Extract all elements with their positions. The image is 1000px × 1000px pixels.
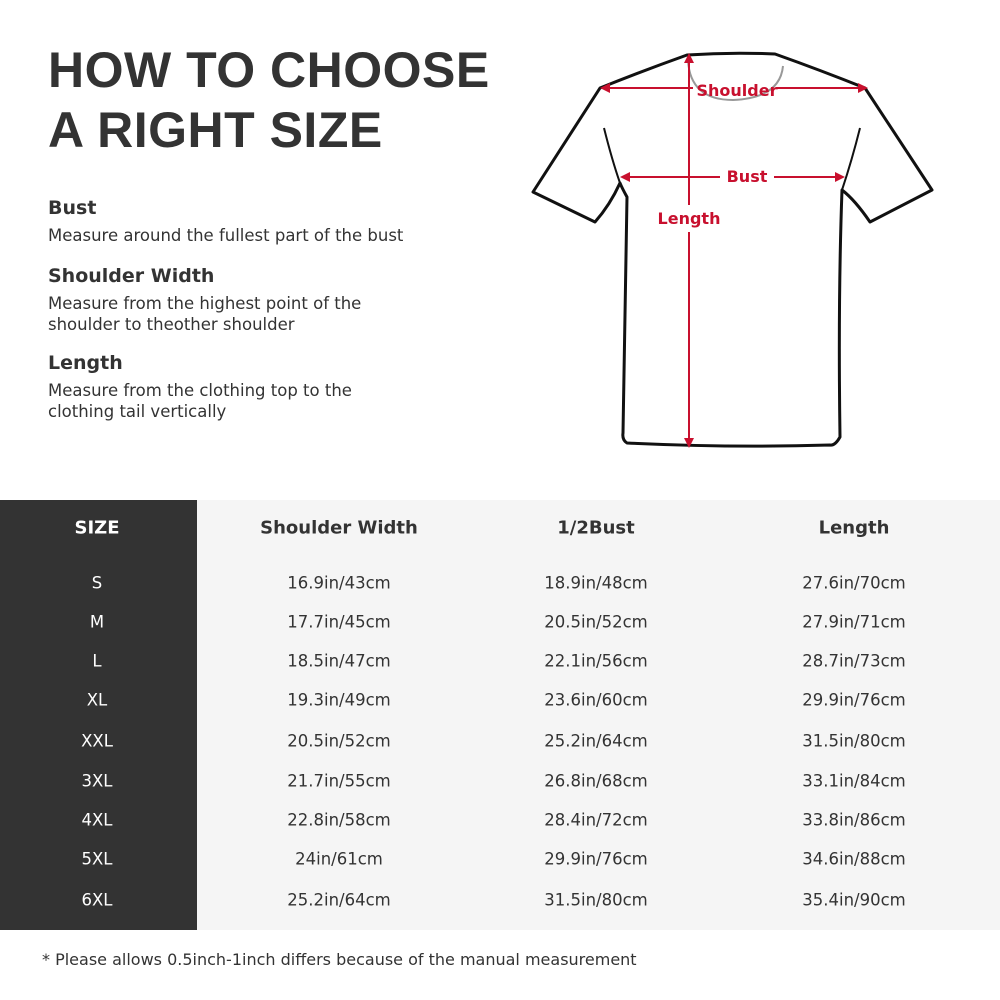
size-label: 3XL — [81, 771, 113, 791]
table-cell: 20.5in/52cm — [287, 731, 391, 751]
table-cell: 29.9in/76cm — [802, 690, 906, 710]
size-label: S — [91, 573, 103, 593]
table-cell: 25.2in/64cm — [287, 890, 391, 910]
table-cell: 27.9in/71cm — [802, 612, 906, 632]
table-cell: 31.5in/80cm — [802, 731, 906, 751]
table-cell: 22.1in/56cm — [544, 651, 648, 671]
table-cell: 23.6in/60cm — [544, 690, 648, 710]
table-cell: 33.8in/86cm — [802, 810, 906, 830]
table-header: SIZE — [74, 517, 120, 539]
table-header: Shoulder Width — [260, 517, 418, 539]
guide-term-bust: Bust — [48, 197, 97, 219]
footnote: * Please allows 0.5inch-1inch differs be… — [42, 950, 637, 969]
size-label: 4XL — [81, 810, 113, 830]
guide-desc-shoulder: Measure from the highest point of the sh… — [48, 294, 362, 334]
bust-label: Bust — [727, 167, 768, 186]
table-cell: 34.6in/88cm — [802, 849, 906, 869]
tshirt-collar — [687, 59, 784, 102]
size-label: L — [92, 651, 102, 671]
table-cell: 24in/61cm — [295, 849, 383, 869]
table-cell: 18.9in/48cm — [544, 573, 648, 593]
tshirt-outline — [531, 51, 934, 448]
table-cell: 18.5in/47cm — [287, 651, 391, 671]
tshirt-diagram: Shoulder Bust Length — [531, 51, 934, 448]
guide-desc-bust: Measure around the fullest part of the b… — [48, 226, 404, 245]
table-cell: 17.7in/45cm — [287, 612, 391, 632]
size-column-bg — [0, 500, 197, 930]
table-cell: 26.8in/68cm — [544, 771, 648, 791]
table-cell: 16.9in/43cm — [287, 573, 391, 593]
table-cell: 31.5in/80cm — [544, 890, 648, 910]
table-cell: 25.2in/64cm — [544, 731, 648, 751]
table-cell: 22.8in/58cm — [287, 810, 391, 830]
size-label: 5XL — [81, 849, 113, 869]
guide-term-length: Length — [48, 352, 123, 374]
table-cell: 28.4in/72cm — [544, 810, 648, 830]
table-header: Length — [818, 517, 890, 539]
guide-term-shoulder: Shoulder Width — [48, 265, 215, 287]
table-cell: 20.5in/52cm — [544, 612, 648, 632]
table-cell: 21.7in/55cm — [287, 771, 391, 791]
size-label: 6XL — [81, 890, 113, 910]
length-label: Length — [658, 209, 721, 228]
size-label: XL — [86, 690, 108, 710]
guide-desc-length: Measure from the clothing top to the clo… — [48, 381, 352, 421]
table-header: 1/2Bust — [557, 517, 635, 539]
table-cell: 35.4in/90cm — [802, 890, 906, 910]
table-cell: 33.1in/84cm — [802, 771, 906, 791]
table-cell: 28.7in/73cm — [802, 651, 906, 671]
table-cell: 19.3in/49cm — [287, 690, 391, 710]
size-table — [197, 500, 1000, 930]
size-label: M — [89, 612, 105, 632]
page-title: HOW TO CHOOSE A RIGHT SIZE — [48, 42, 490, 158]
table-cell: 27.6in/70cm — [802, 573, 906, 593]
shoulder-label: Shoulder — [697, 81, 778, 100]
size-label: XXL — [81, 731, 113, 751]
table-cell: 29.9in/76cm — [544, 849, 648, 869]
